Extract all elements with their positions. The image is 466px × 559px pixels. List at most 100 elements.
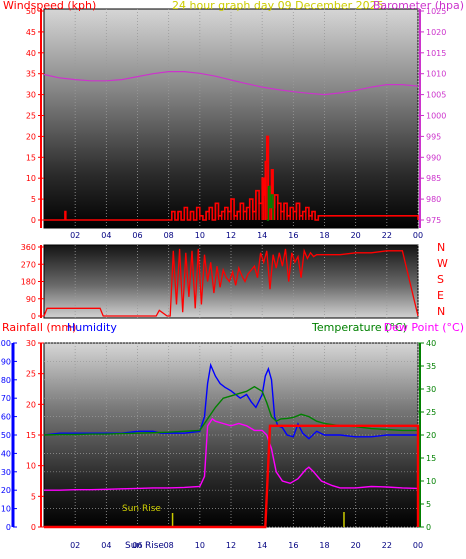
wind-x-tick-label: 10 — [195, 231, 205, 240]
wind-y-tick-label: 20 — [26, 132, 36, 141]
wind-x-tick-label: 14 — [257, 231, 267, 240]
barometer-y-tick-label: 1000 — [426, 112, 446, 121]
gust-line — [266, 185, 274, 221]
compass-label: S — [437, 273, 444, 286]
rainfall-y-tick-label: 5 — [31, 492, 36, 501]
climate-x-tick-label: 16 — [288, 541, 298, 550]
humidity-y-tick-label: 80 — [1, 376, 11, 385]
barometer-y-tick-label: 1010 — [426, 70, 446, 79]
temperature-y-tick-label: 25 — [426, 408, 436, 417]
humidity-y-tick-label: 100 — [0, 339, 11, 348]
wind-x-tick-label: 02 — [70, 231, 80, 240]
temperature-y-tick-label: 5 — [426, 500, 431, 509]
climate-x-tick-label: 10 — [195, 541, 205, 550]
climate-x-ticks: 02 04 06 08 10 12 14 16 18 20 22 00 — [70, 541, 423, 550]
barometer-y-tick-label: 980 — [426, 195, 441, 204]
climate-x-tick-label: 14 — [257, 541, 267, 550]
wind-series — [43, 71, 419, 221]
humidity-y-tick-label: 50 — [1, 431, 11, 440]
wind-y-tick-label: 25 — [26, 112, 36, 121]
climate-x-tick-label: 00 — [413, 541, 423, 550]
rainfall-y-tick-label: 10 — [26, 462, 36, 471]
wind-y-tick-label: 10 — [26, 174, 36, 183]
wind-x-ticks: 02 04 06 08 10 12 14 16 18 20 22 00 — [70, 231, 423, 240]
climate-x-tick-label: 18 — [319, 541, 329, 550]
winddir-y-tick-label: 0 — [31, 312, 36, 321]
compass-label: W — [437, 257, 448, 270]
rainfall-line — [44, 424, 420, 529]
dewpoint-line — [44, 417, 419, 491]
wind-y-tick-label: 5 — [31, 195, 36, 204]
humidity-y-tick-label: 20 — [1, 486, 11, 495]
barometer-y-ticks: 975 980 985 990 995 1000 1005 1010 1015 1020 1025 — [418, 7, 446, 228]
winddir-y-tick-label: 90 — [26, 295, 36, 304]
temperature-line — [43, 385, 418, 436]
barometer-y-tick-label: 1025 — [426, 7, 446, 16]
barometer-y-tick-label: 985 — [426, 174, 441, 183]
humidity-y-tick-label: 70 — [1, 394, 11, 403]
windspeed-axis-label: Windspeed (kph) — [3, 0, 96, 12]
rainfall-y-tick-label: 30 — [26, 339, 36, 348]
winddir-y-tick-label: 180 — [21, 278, 36, 287]
humidity-y-tick-label: 90 — [1, 357, 11, 366]
barometer-y-tick-label: 1015 — [426, 49, 446, 58]
wind-y-tick-label: 45 — [26, 28, 36, 37]
chart-title: 24 hour graph day 09 December 2025 — [172, 0, 384, 12]
sun-set-label: Sun Rise — [125, 541, 164, 551]
wind-x-tick-label: 16 — [288, 231, 298, 240]
humidity-line — [43, 362, 418, 440]
winddir-y-ticks: 0 90 180 270 360 — [21, 243, 44, 321]
winddir-y-tick-label: 270 — [21, 260, 36, 269]
wind-x-tick-label: 12 — [226, 231, 236, 240]
wind-y-tick-label: 30 — [26, 91, 36, 100]
climate-y-axes: 0 10 20 30 40 50 60 70 80 90 100 0 5 10 15 20 25 30 0 5 10 15… — [0, 339, 436, 532]
wind-x-tick-label: 04 — [101, 231, 111, 240]
climate-x-tick-label: 02 — [70, 541, 80, 550]
rainfall-y-tick-label: 0 — [31, 523, 36, 532]
temperature-y-tick-label: 20 — [426, 431, 436, 440]
climate-x-tick-label: 08 — [164, 541, 174, 550]
humidity-y-tick-label: 40 — [1, 449, 11, 458]
rainfall-y-tick-label: 20 — [26, 400, 36, 409]
wind-y-tick-label: 35 — [26, 70, 36, 79]
wind-y-tick-label: 40 — [26, 49, 36, 58]
climate-x-tick-label: 22 — [382, 541, 392, 550]
wind-y-ticks: 0 5 10 15 20 25 30 35 40 45 50 — [26, 7, 44, 228]
wind-y-tick-label: 50 — [26, 7, 36, 16]
barometer-axis-label: Barometer (hpa) — [373, 0, 464, 12]
winddir-line — [43, 248, 419, 317]
humidity-y-tick-label: 0 — [6, 523, 11, 532]
temperature-y-tick-label: 10 — [426, 477, 436, 486]
humidity-y-tick-label: 30 — [1, 468, 11, 477]
compass-label: E — [437, 289, 444, 302]
climate-x-tick-label: 12 — [226, 541, 236, 550]
barometer-y-tick-label: 1020 — [426, 28, 446, 37]
sun-rise-label: Sun Rise — [122, 504, 161, 514]
wind-x-tick-label: 08 — [164, 231, 174, 240]
climate-x-tick-label: 06 — [132, 541, 142, 550]
rainfall-y-tick-label: 25 — [26, 370, 36, 379]
compass-label: N — [437, 305, 445, 318]
wind-x-tick-label: 00 — [413, 231, 423, 240]
rainfall-axis-label: Rainfall (mm) — [2, 321, 76, 334]
wind-x-tick-label: 20 — [351, 231, 361, 240]
dewpoint-axis-label: Dew Point (°C) — [384, 321, 464, 334]
temperature-y-tick-label: 40 — [426, 339, 436, 348]
temperature-y-tick-label: 15 — [426, 454, 436, 463]
temperature-axis-label: Temperature (°C) — [311, 321, 407, 334]
humidity-y-tick-label: 10 — [1, 505, 11, 514]
humidity-axis-label: Humidity — [67, 321, 117, 334]
rainfall-y-tick-label: 15 — [26, 431, 36, 440]
wind-x-tick-label: 22 — [382, 231, 392, 240]
climate-x-tick-label: 04 — [101, 541, 111, 550]
climate-series — [43, 362, 420, 529]
barometer-line — [43, 71, 419, 96]
wind-y-tick-label: 0 — [31, 216, 36, 225]
compass-label: N — [437, 241, 445, 254]
temperature-y-tick-label: 0 — [426, 523, 431, 532]
winddir-y-tick-label: 360 — [21, 243, 36, 252]
wind-y-tick-label: 15 — [26, 153, 36, 162]
